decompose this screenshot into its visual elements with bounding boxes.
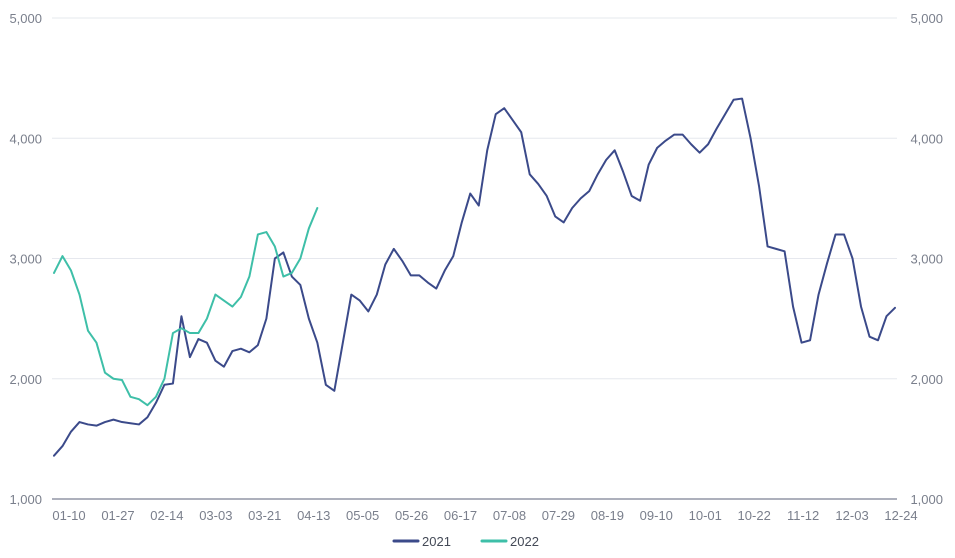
x-tick-label: 08-19: [591, 508, 624, 523]
y-tick-label-right: 1,000: [910, 492, 943, 507]
y-tick-label-right: 2,000: [910, 372, 943, 387]
legend: 2021 2022: [392, 534, 539, 549]
legend-label-2022: 2022: [510, 534, 539, 549]
y-tick-label-right: 3,000: [910, 252, 943, 267]
legend-item-2022[interactable]: 2022: [480, 534, 539, 549]
x-tick-label: 10-01: [689, 508, 722, 523]
y-tick-label-left: 2,000: [9, 372, 42, 387]
grid-lines: [52, 17, 897, 380]
y-tick-label-left: 3,000: [9, 252, 42, 267]
x-tick-label: 07-08: [493, 508, 526, 523]
legend-item-2021[interactable]: 2021: [392, 534, 451, 549]
x-tick-label: 05-05: [346, 508, 379, 523]
series-line-2021: [53, 97, 896, 457]
x-tick-label: 03-03: [199, 508, 232, 523]
x-tick-label: 06-17: [444, 508, 477, 523]
legend-label-2021: 2021: [422, 534, 451, 549]
x-axis-ticks: 01-10 01-27 02-14 03-03 03-21 04-13 05-05 05-26…: [52, 508, 917, 523]
x-tick-label: 01-27: [101, 508, 134, 523]
y-axis-right: 1,000 2,000 3,000 4,000 5,000: [910, 11, 943, 507]
y-tick-label-left: 5,000: [9, 11, 42, 26]
x-tick-label: 10-22: [738, 508, 771, 523]
x-tick-label: 03-21: [248, 508, 281, 523]
x-tick-label: 01-10: [52, 508, 85, 523]
x-tick-label: 09-10: [640, 508, 673, 523]
x-tick-label: 02-14: [150, 508, 183, 523]
x-tick-label: 11-12: [787, 508, 819, 523]
y-axis-left: 1,000 2,000 3,000 4,000 5,000: [9, 11, 42, 507]
y-tick-label-left: 1,000: [9, 492, 42, 507]
x-tick-label: 12-03: [835, 508, 868, 523]
y-tick-label-right: 4,000: [910, 131, 943, 146]
x-tick-label: 04-13: [297, 508, 330, 523]
series-lines: [53, 97, 896, 457]
y-tick-label-left: 4,000: [9, 131, 42, 146]
y-tick-label-right: 5,000: [910, 11, 943, 26]
series-line-2022: [53, 207, 319, 407]
x-tick-label: 07-29: [542, 508, 575, 523]
x-tick-label: 05-26: [395, 508, 428, 523]
x-tick-label: 12-24: [884, 508, 917, 523]
